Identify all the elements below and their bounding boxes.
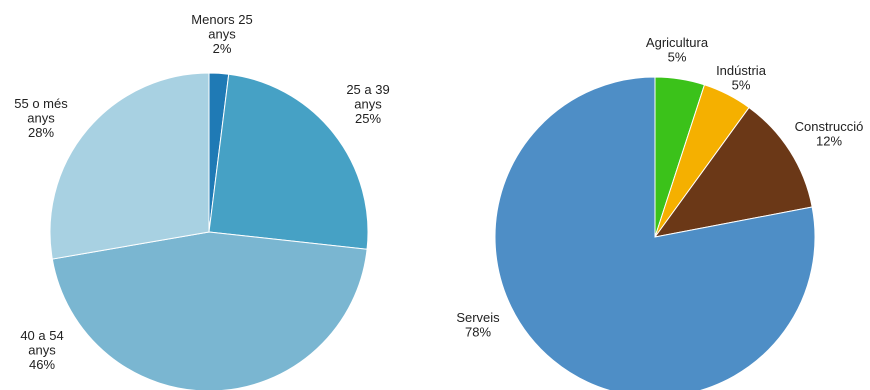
age-slice-label-3-line-1: anys bbox=[27, 111, 55, 126]
age-pie-chart: Menors 25 anys 2%25 a 39 anys 25%40 a 54 anys… bbox=[14, 12, 390, 390]
sector-slice-label-0-line-1: 5% bbox=[668, 50, 687, 65]
sector-slice-label-3-line-1: 78% bbox=[465, 325, 491, 340]
sector-slice-label-2-line-1: 12% bbox=[816, 134, 842, 149]
age-slice-label-1-line-1: anys bbox=[354, 97, 382, 112]
age-slice-label-0-line-2: 2% bbox=[213, 41, 232, 56]
sector-slice-label-2: Construcció 12% bbox=[795, 119, 864, 149]
sector-slice-2 bbox=[653, 106, 813, 238]
age-slice-label-2-line-2: 46% bbox=[29, 357, 55, 372]
sector-slice-label-0-line-0: Agricultura bbox=[646, 35, 709, 50]
age-slice-label-3-line-0: 55 o més bbox=[14, 96, 68, 111]
age-slice-label-2-line-0: 40 a 54 bbox=[20, 328, 63, 343]
age-slice-label-0: Menors 25 anys 2% bbox=[191, 12, 252, 56]
age-slice-3 bbox=[49, 72, 210, 260]
age-slice-2 bbox=[51, 231, 368, 390]
sector-pie-chart: Agricultura 5%Indústria 5%Construcció 12%Se… bbox=[456, 35, 863, 390]
age-slice-label-3-line-2: 28% bbox=[28, 125, 54, 140]
sector-slice-label-1: Indústria 5% bbox=[716, 63, 767, 93]
sector-slice-label-0: Agricultura 5% bbox=[646, 35, 709, 65]
age-slice-1 bbox=[208, 73, 369, 250]
age-slice-label-0-line-0: Menors 25 bbox=[191, 12, 252, 27]
sector-slice-label-3-line-0: Serveis bbox=[456, 310, 500, 325]
age-slice-label-1-line-0: 25 a 39 bbox=[346, 82, 389, 97]
sector-slice-3 bbox=[494, 76, 816, 390]
age-slice-label-3: 55 o més anys 28% bbox=[14, 96, 68, 140]
age-slice-label-1-line-2: 25% bbox=[355, 111, 381, 126]
sector-slice-label-1-line-1: 5% bbox=[732, 78, 751, 93]
age-slice-label-2-line-1: anys bbox=[28, 343, 56, 358]
age-slice-label-2: 40 a 54 anys 46% bbox=[20, 328, 63, 372]
age-slice-label-0-line-1: anys bbox=[208, 27, 236, 42]
sector-slice-label-2-line-0: Construcció bbox=[795, 119, 864, 134]
age-slice-label-1: 25 a 39 anys 25% bbox=[346, 82, 389, 126]
sector-slice-label-1-line-0: Indústria bbox=[716, 63, 767, 78]
sector-slice-label-3: Serveis 78% bbox=[456, 310, 500, 340]
